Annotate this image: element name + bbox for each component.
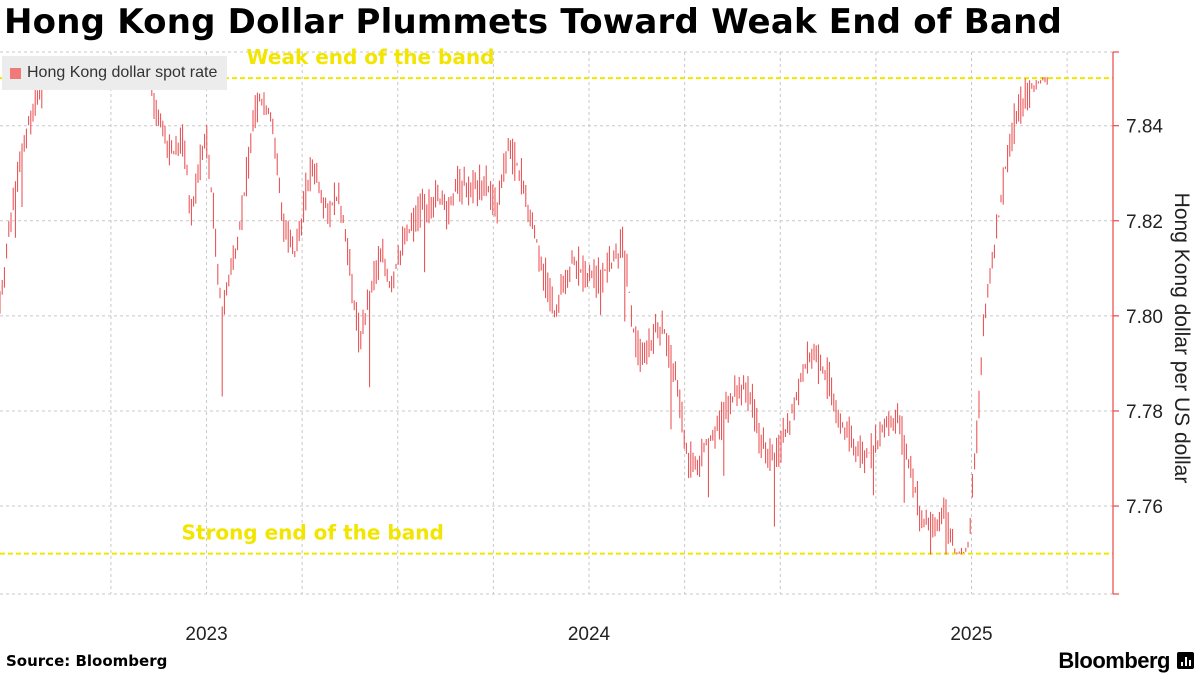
bar-chart-icon bbox=[1177, 652, 1194, 669]
bloomberg-logo: Bloomberg bbox=[1058, 648, 1170, 673]
grid bbox=[0, 51, 1113, 595]
band-label: Weak end of the band bbox=[247, 45, 495, 69]
source-note: Source: Bloomberg bbox=[6, 652, 168, 670]
x-tick-label: 2023 bbox=[185, 624, 227, 645]
y-axis: 7.76 7.78 7.80 7.82 7.84 bbox=[1112, 51, 1163, 595]
x-tick-label: 2024 bbox=[568, 624, 611, 645]
y-axis-label: Hong Kong dollar per US dollar bbox=[1170, 193, 1193, 484]
legend-label: Hong Kong dollar spot rate bbox=[27, 64, 218, 81]
y-tick-label: 7.78 bbox=[1126, 402, 1163, 423]
legend: Hong Kong dollar spot rate bbox=[2, 56, 228, 90]
x-tick-label: 2025 bbox=[950, 624, 992, 645]
chart-title: Hong Kong Dollar Plummets Toward Weak En… bbox=[4, 2, 1063, 42]
legend-swatch bbox=[10, 67, 21, 79]
band-label: Strong end of the band bbox=[182, 521, 444, 545]
series-layer bbox=[0, 77, 1048, 555]
band-lines: Weak end of the band Strong end of the ba… bbox=[0, 45, 1113, 555]
y-tick-label: 7.82 bbox=[1126, 212, 1163, 233]
x-axis-labels: 2023 2024 2025 bbox=[185, 624, 992, 645]
y-tick-label: 7.84 bbox=[1126, 117, 1163, 138]
y-tick-label: 7.76 bbox=[1126, 497, 1163, 518]
y-tick-label: 7.80 bbox=[1126, 307, 1163, 328]
